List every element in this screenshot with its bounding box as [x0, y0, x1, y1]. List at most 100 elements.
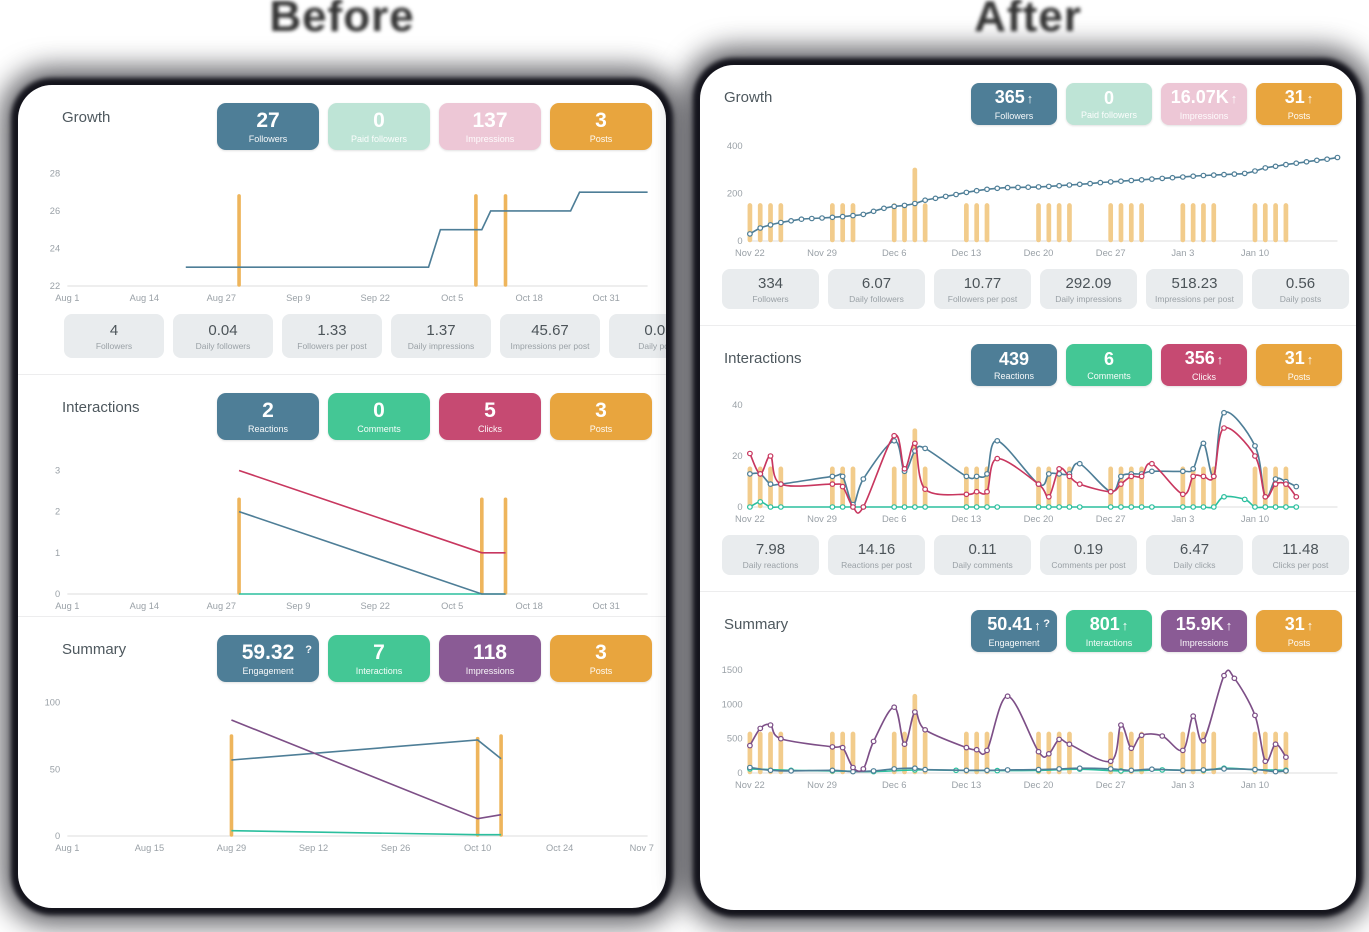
metric-card-interactions: 7 Interactions [328, 635, 430, 682]
svg-text:3: 3 [55, 466, 60, 476]
svg-text:Aug 1: Aug 1 [55, 601, 79, 611]
metric-card-impressions: 137 Impressions [439, 103, 541, 150]
stat-card-followers: 334 Followers [722, 269, 819, 309]
stat-value: 292.09 [1065, 274, 1112, 292]
stat-value: 11.48 [1282, 540, 1319, 558]
stats-row: 7.98 Daily reactions 14.16 Reactions per… [700, 527, 1356, 589]
metric-card-comments: 6 Comments [1066, 344, 1152, 386]
metric-label: Reactions [993, 371, 1035, 381]
section-header: Interactions 439 Reactions 6 Comments 35… [700, 334, 1356, 390]
metric-label: Posts [589, 666, 613, 676]
stat-value: 4 [109, 321, 119, 339]
metric-value: 6 [1103, 349, 1114, 369]
metric-label: Clicks [478, 424, 502, 434]
trend-up-icon: ↑ [1306, 618, 1314, 633]
metric-card-posts: 31 ↑ Posts [1256, 83, 1342, 125]
metric-card-posts: 3 Posts [550, 103, 652, 150]
svg-text:0: 0 [737, 502, 742, 512]
stat-value: 10.77 [963, 274, 1002, 292]
stat-card-daily-impressions: 292.09 Daily impressions [1040, 269, 1137, 309]
metric-card-paid-followers: 0 Paid followers [328, 103, 430, 150]
stats-row: 334 Followers 6.07 Daily followers 10.77… [700, 261, 1356, 323]
section-header: Growth 27 Followers 0 Paid followers 137… [18, 93, 666, 154]
svg-text:Sep 26: Sep 26 [381, 843, 410, 853]
svg-text:50: 50 [50, 764, 60, 774]
trend-up-icon: ↑ [1230, 91, 1238, 106]
svg-text:Dec 27: Dec 27 [1096, 248, 1126, 258]
metric-value: 16.07K [1170, 87, 1229, 107]
metric-value-row: 356 ↑ [1161, 348, 1247, 370]
stat-label: Followers [752, 293, 789, 304]
metric-value: 3 [595, 399, 607, 422]
help-icon[interactable]: ? [305, 644, 312, 656]
section-header: Summary 59.32? Engagement 7 Interactions… [18, 625, 666, 686]
metric-value-row: 16.07K ↑ [1161, 87, 1247, 109]
metric-value-row: 2 [217, 399, 319, 422]
section-header: Interactions 2 Reactions 0 Comments 5 Cl… [18, 383, 666, 444]
metric-label: Impressions [465, 134, 515, 144]
metric-label: Posts [589, 134, 613, 144]
metric-value-row: 365 ↑ [971, 87, 1057, 109]
svg-text:Dec 20: Dec 20 [1024, 248, 1054, 258]
metric-value-row: 7 [328, 641, 430, 664]
metric-value-row: 31 ↑ [1256, 614, 1342, 636]
section-growth: Growth 27 Followers 0 Paid followers 137… [18, 85, 666, 374]
svg-text:1: 1 [55, 548, 60, 558]
svg-text:Dec 27: Dec 27 [1096, 514, 1126, 524]
trend-up-icon: ↑ [1034, 618, 1041, 633]
metric-label: Comments [1087, 371, 1131, 381]
svg-text:0: 0 [55, 589, 60, 599]
metric-card-reactions: 2 Reactions [217, 393, 319, 440]
metric-label: Posts [1287, 111, 1311, 121]
metric-value-row: 15.9K ↑ [1161, 614, 1247, 636]
metric-label: Reactions [247, 424, 289, 434]
stat-label: Daily reactions [742, 559, 799, 570]
metric-card-impressions: 16.07K ↑ Impressions [1161, 83, 1247, 125]
metric-value: 3 [595, 109, 607, 132]
stat-label: Daily comments [952, 559, 1013, 570]
svg-text:0: 0 [737, 236, 742, 246]
svg-text:Sep 9: Sep 9 [286, 293, 310, 303]
metric-card-posts: 31 ↑ Posts [1256, 610, 1342, 652]
metric-label: Paid followers [350, 134, 408, 144]
svg-text:Nov 29: Nov 29 [807, 780, 837, 790]
svg-text:1500: 1500 [722, 665, 743, 675]
svg-text:Aug 27: Aug 27 [207, 293, 236, 303]
metric-value: 3 [595, 641, 607, 664]
metric-card-impressions: 118 Impressions [439, 635, 541, 682]
section-summary: Summary 50.41 ↑? Engagement 801 ↑ Interact… [700, 591, 1356, 795]
stat-label: Comments per post [1051, 559, 1126, 570]
metric-card-posts: 3 Posts [550, 393, 652, 440]
svg-text:Nov 22: Nov 22 [735, 248, 765, 258]
metric-value: 50.41 [987, 614, 1033, 634]
time-series-chart: 0 500 1000 1500 Nov 22 Nov 29 Dec 6 Dec 13 Dec 2… [722, 665, 1338, 790]
metric-card-clicks: 5 Clicks [439, 393, 541, 440]
metric-value-row: 27 [217, 109, 319, 132]
dashboard-panel-after: Growth 365 ↑ Followers 0 Paid followers 1… [700, 65, 1356, 910]
stat-card-followers-per-post: 1.33 Followers per post [282, 314, 382, 358]
svg-text:26: 26 [50, 206, 60, 216]
stat-value: 6.07 [861, 274, 892, 292]
stat-value: 518.23 [1171, 274, 1218, 292]
stat-value: 0.56 [1285, 274, 1316, 292]
stat-label: Daily followers [849, 293, 904, 304]
svg-text:Dec 6: Dec 6 [882, 248, 907, 258]
metric-value-row: 6 [1066, 349, 1152, 369]
stat-value: 0.04 [208, 321, 238, 339]
section-header: Summary 50.41 ↑? Engagement 801 ↑ Interact… [700, 600, 1356, 656]
metric-value: 31 [1284, 348, 1305, 368]
metric-value-row: 801 ↑ [1066, 614, 1152, 636]
metric-value: 0 [373, 109, 385, 132]
stat-value: 1.37 [426, 321, 456, 339]
time-series-chart: 22 24 26 28 Aug 1 Aug 14 Aug 27 Sep 9 Sep 22 Oct … [50, 169, 648, 303]
metric-cards: 365 ↑ Followers 0 Paid followers 16.07K ↑ … [971, 83, 1342, 125]
stat-label: Clicks per post [1272, 559, 1329, 570]
metric-value-row: 5 [439, 399, 541, 422]
metric-value-row: 137 [439, 109, 541, 132]
svg-text:Oct 31: Oct 31 [593, 293, 620, 303]
metric-value-row: 3 [550, 641, 652, 664]
svg-text:Dec 13: Dec 13 [951, 514, 981, 524]
help-icon[interactable]: ? [1043, 618, 1050, 630]
svg-text:Oct 31: Oct 31 [593, 601, 620, 611]
metric-card-followers: 27 Followers [217, 103, 319, 150]
